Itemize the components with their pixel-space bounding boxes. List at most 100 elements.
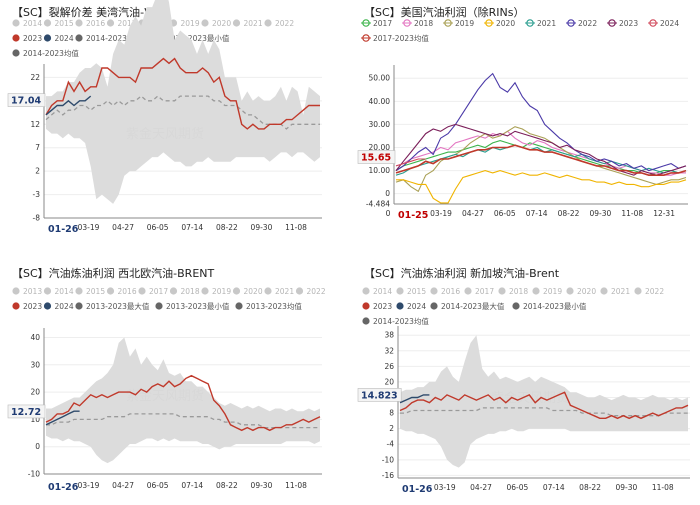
x-tick-label: 08-22	[216, 481, 238, 490]
y-tick-label: 40	[30, 333, 40, 342]
y-tick-label: 10.00	[369, 166, 391, 175]
legend-label: 2024	[660, 19, 679, 28]
y-tick-label: 50.00	[369, 74, 391, 83]
legend-marker	[138, 287, 146, 295]
y-tick-label: 22	[30, 73, 40, 82]
legend-marker	[532, 287, 540, 295]
legend-marker	[75, 302, 83, 310]
series-2017-2023均值-line	[395, 144, 687, 176]
y-tick-label: 30	[30, 360, 40, 369]
legend-label: 2016	[118, 287, 137, 296]
panel-us-gasoline-profit: 【SC】美国汽油利润（除RINs） 2017 2018 2019 2020 2021 20…	[350, 0, 700, 252]
legend-label: 2024	[55, 34, 74, 43]
legend-label: 2015	[86, 287, 105, 296]
legend-label: 2014	[55, 287, 74, 296]
series-2024-line	[45, 410, 80, 426]
legend-label: 2016	[441, 287, 460, 296]
y-tick-label: 7	[35, 143, 40, 152]
series-2021-line	[395, 144, 687, 176]
legend-marker	[264, 287, 272, 295]
legend-label: 2019	[543, 287, 562, 296]
value-callout-box	[357, 388, 402, 402]
legend-label: 2017	[118, 19, 137, 28]
y-tick-label: -3	[33, 190, 41, 199]
y-tick-label: 0	[385, 189, 390, 198]
legend-marker	[430, 287, 438, 295]
legend-label: 2020	[244, 287, 263, 296]
x-tick-label: 03-19	[434, 483, 456, 492]
y-tick-label: -16	[382, 471, 394, 480]
watermark: 紫金天风期货	[491, 390, 569, 406]
x-start-label: 01-26	[48, 224, 79, 235]
legend-label: 2017-2023均值	[373, 33, 429, 43]
x-tick-label: 09-30	[589, 209, 611, 218]
x-tick-label: 07-14	[181, 481, 203, 490]
max-min-band	[46, 0, 320, 204]
y-tick-label: 30.00	[369, 120, 391, 129]
y-tick-label: 38	[384, 331, 394, 340]
value-callout: 14.823	[361, 390, 398, 401]
legend-label: 2014-2023最大值	[441, 301, 505, 311]
series-2024-line	[395, 158, 426, 167]
y-tick-label: 20	[384, 377, 394, 386]
legend-marker	[12, 49, 20, 57]
legend-marker	[106, 287, 115, 295]
legend-label: 2014-2023最大值	[86, 33, 150, 43]
legend-label: 2021	[537, 19, 556, 28]
y-tick-label: 26	[384, 362, 394, 371]
legend-marker	[464, 287, 472, 295]
y-tick-label: 2	[35, 167, 40, 176]
watermark: 紫金天风期货	[126, 126, 204, 142]
x-tick-label: 03-19	[78, 223, 100, 232]
legend-label: 2021	[244, 19, 263, 28]
chart-title: 【SC】汽油炼油利润 新加坡汽油-Brent	[364, 266, 560, 280]
legend-marker	[201, 287, 209, 295]
legend-label: 2022	[275, 19, 294, 28]
legend-label: 2022	[645, 287, 664, 296]
x-tick-label: 11-08	[652, 483, 674, 492]
legend-label: 2014-2023最小值	[166, 33, 230, 43]
series-2024-line	[45, 95, 92, 116]
max-min-band	[400, 335, 688, 468]
legend-marker	[566, 287, 574, 295]
max-min-band	[46, 337, 320, 464]
legend-marker	[43, 34, 52, 42]
legend-marker	[396, 287, 404, 295]
series-2023-line	[45, 374, 321, 432]
legend-marker	[362, 302, 370, 310]
x-tick-label: 08-22	[579, 483, 601, 492]
legend-label: 2019	[212, 287, 231, 296]
legend-label: 2022	[578, 19, 597, 28]
chart-singapore-gasoline-brent: 【SC】汽油炼油利润 新加坡汽油-Brent 2014 2015 2016 2017 2…	[357, 266, 690, 495]
legend-label: 2017	[373, 19, 392, 28]
y-tick-label: -10	[382, 455, 394, 464]
legend-label: 2017	[475, 287, 494, 296]
legend-marker	[430, 302, 438, 310]
legend-marker	[634, 287, 642, 295]
y-tick-label: 2	[389, 424, 394, 433]
x-tick-label: 08-22	[216, 223, 238, 232]
chart-gulf-gasoline-wti: 【SC】裂解价差 美湾汽油-WTI 2014201520162017201820…	[7, 0, 322, 235]
legend-marker	[43, 302, 52, 310]
legend-marker	[512, 302, 520, 310]
legend-marker	[396, 302, 404, 310]
legend-label: 2014-2023均值	[23, 48, 79, 58]
legend-label: 2013	[23, 287, 42, 296]
chart-title: 【SC】美国汽油利润（除RINs）	[364, 5, 525, 19]
legend-label: 2015	[55, 19, 74, 28]
series-2018-line	[395, 130, 686, 176]
series-2024-line	[399, 394, 430, 404]
y-tick-label: 8	[389, 409, 394, 418]
legend-marker	[232, 287, 241, 295]
legend-marker	[12, 287, 20, 295]
legend-label: 2023	[373, 302, 392, 311]
legend-marker	[362, 317, 370, 325]
legend-label: 2024	[407, 302, 426, 311]
y-tick-label: 20.00	[369, 143, 391, 152]
chart-nwe-gasoline-brent: 【SC】汽油炼油利润 西北欧汽油-BRENT 2013 2014 2015 2016 2…	[7, 266, 326, 493]
value-callout-box	[7, 93, 46, 107]
series-2023-line	[399, 391, 689, 420]
legend-marker	[295, 287, 304, 295]
series-2020-line	[396, 170, 687, 204]
x-tick-label: 04-27	[112, 223, 134, 232]
